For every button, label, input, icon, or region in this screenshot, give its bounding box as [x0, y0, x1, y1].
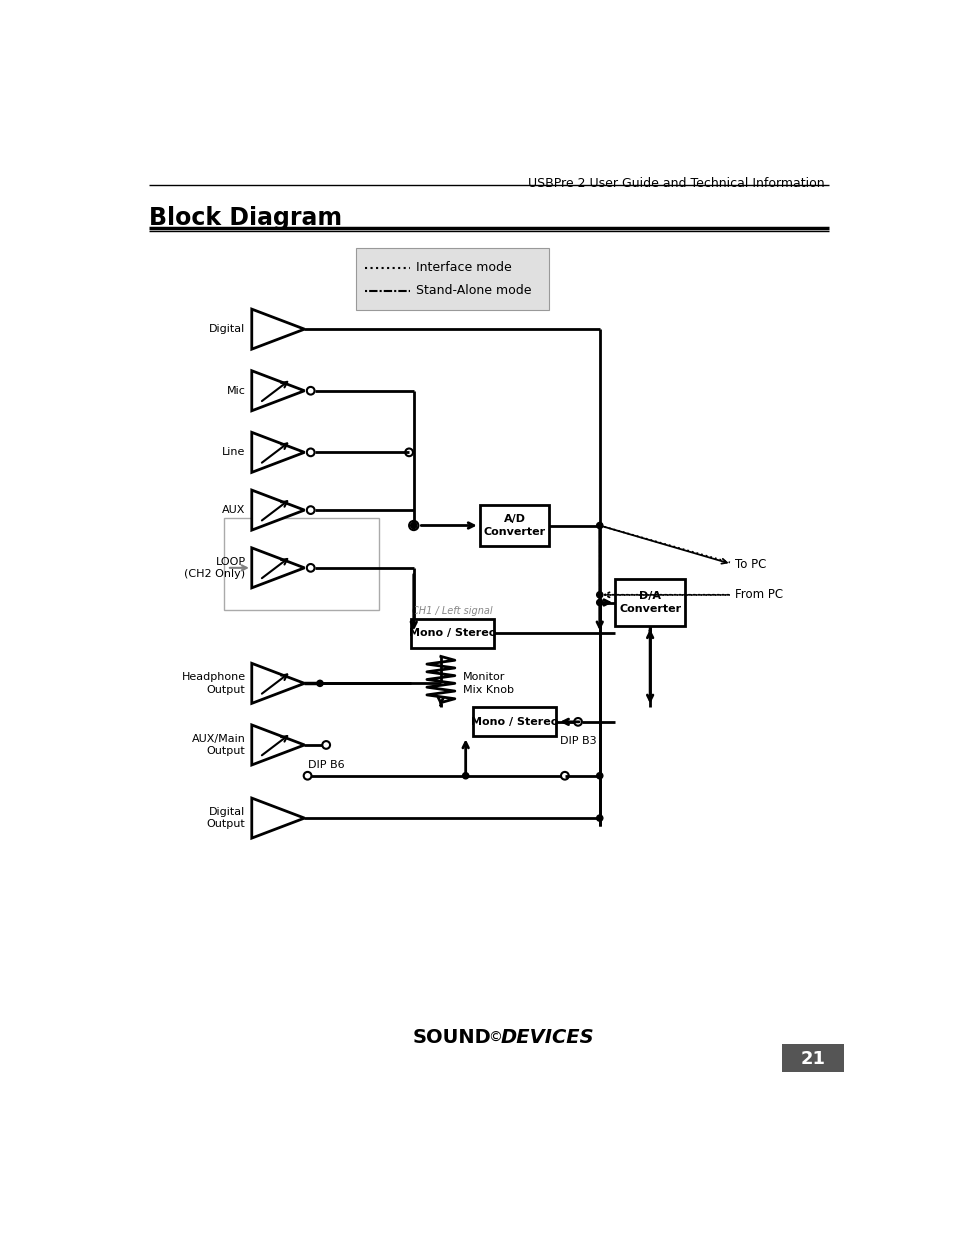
- Circle shape: [596, 599, 602, 605]
- Bar: [472, 708, 556, 736]
- Circle shape: [596, 522, 602, 529]
- Text: SOUND: SOUND: [412, 1028, 491, 1047]
- Bar: [224, 517, 378, 610]
- Polygon shape: [252, 490, 304, 530]
- Text: DEVICES: DEVICES: [500, 1028, 594, 1047]
- Circle shape: [596, 773, 602, 779]
- Text: A/D
Converter: A/D Converter: [483, 514, 545, 537]
- Text: AUX/Main
Output: AUX/Main Output: [192, 734, 245, 756]
- Polygon shape: [252, 798, 304, 839]
- Circle shape: [596, 592, 602, 598]
- Text: USBPre 2 User Guide and Technical Information: USBPre 2 User Guide and Technical Inform…: [527, 178, 823, 190]
- Text: DIP B6: DIP B6: [308, 761, 344, 771]
- Text: Monitor
Mix Knob: Monitor Mix Knob: [462, 672, 513, 694]
- Text: Mono / Stereo: Mono / Stereo: [471, 716, 558, 727]
- Text: From PC: From PC: [735, 588, 782, 601]
- Text: Block Diagram: Block Diagram: [149, 206, 341, 230]
- Text: Digital
Output: Digital Output: [207, 806, 245, 829]
- Text: Stand-Alone mode: Stand-Alone mode: [416, 284, 531, 298]
- Polygon shape: [252, 370, 304, 411]
- Text: CH1 / Left signal: CH1 / Left signal: [412, 606, 493, 616]
- Circle shape: [316, 680, 323, 687]
- Text: Mono / Stereo: Mono / Stereo: [409, 629, 496, 638]
- Polygon shape: [252, 725, 304, 764]
- Text: 21: 21: [800, 1050, 824, 1068]
- Circle shape: [462, 773, 468, 779]
- Polygon shape: [252, 309, 304, 350]
- Polygon shape: [252, 548, 304, 588]
- Text: Headphone
Output: Headphone Output: [181, 672, 245, 694]
- Bar: [479, 505, 549, 546]
- Text: Interface mode: Interface mode: [416, 261, 512, 274]
- Polygon shape: [252, 663, 304, 704]
- Text: To PC: To PC: [735, 557, 766, 571]
- Text: Digital: Digital: [209, 324, 245, 335]
- Circle shape: [410, 522, 416, 529]
- Text: DIP B3: DIP B3: [559, 736, 596, 746]
- Text: D/A
Converter: D/A Converter: [618, 590, 680, 614]
- Polygon shape: [252, 432, 304, 472]
- Text: Mic: Mic: [227, 385, 245, 395]
- Circle shape: [596, 815, 602, 821]
- Bar: [355, 248, 549, 310]
- Text: Line: Line: [222, 447, 245, 457]
- Text: AUX: AUX: [222, 505, 245, 515]
- Text: ©: ©: [488, 1030, 501, 1045]
- Bar: [410, 619, 494, 648]
- Bar: [781, 1045, 843, 1072]
- Bar: [615, 579, 684, 626]
- Text: LOOP
(CH2 Only): LOOP (CH2 Only): [184, 557, 245, 579]
